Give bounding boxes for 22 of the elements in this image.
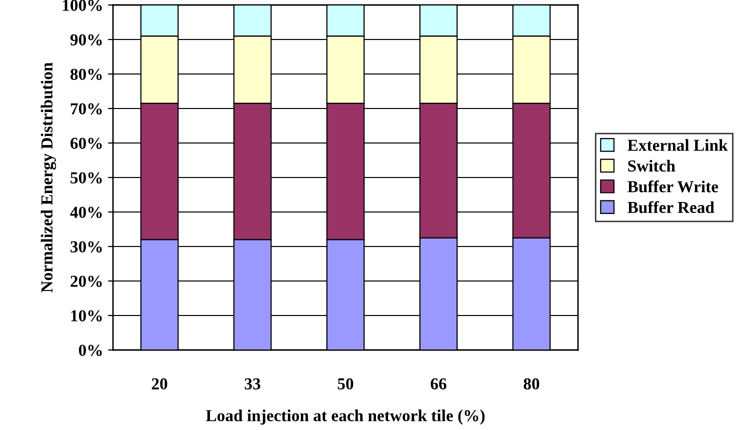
y-tick-label: 80%	[70, 68, 102, 80]
y-tick-label: 90%	[70, 34, 102, 46]
legend-label: Switch	[628, 160, 676, 172]
y-axis-title: Normalized Energy Distribution	[40, 62, 56, 292]
y-tick-label: 60%	[70, 138, 102, 149]
y-tick-label: 0%	[78, 344, 102, 356]
x-tick-label: 80	[524, 378, 540, 390]
y-tick-label: 10%	[71, 310, 102, 322]
legend-label: External Link	[628, 139, 728, 151]
legend-label: Buffer Write	[628, 180, 718, 192]
y-tick-label: 70%	[70, 103, 102, 114]
y-tick-label: 100%	[62, 0, 102, 11]
y-tick-label: 30%	[70, 241, 102, 252]
x-tick-label: 20	[152, 378, 168, 390]
x-tick-label: 66	[430, 378, 446, 390]
legend-label: Buffer Read	[628, 201, 714, 214]
y-tick-label: 20%	[70, 276, 102, 287]
x-axis-title: Load injection at each network tile (%)	[206, 410, 485, 425]
x-tick-label: 50	[338, 378, 354, 390]
y-tick-label: 50%	[70, 172, 102, 184]
x-tick-label: 33	[244, 378, 260, 390]
y-tick-label: 40%	[70, 206, 102, 218]
